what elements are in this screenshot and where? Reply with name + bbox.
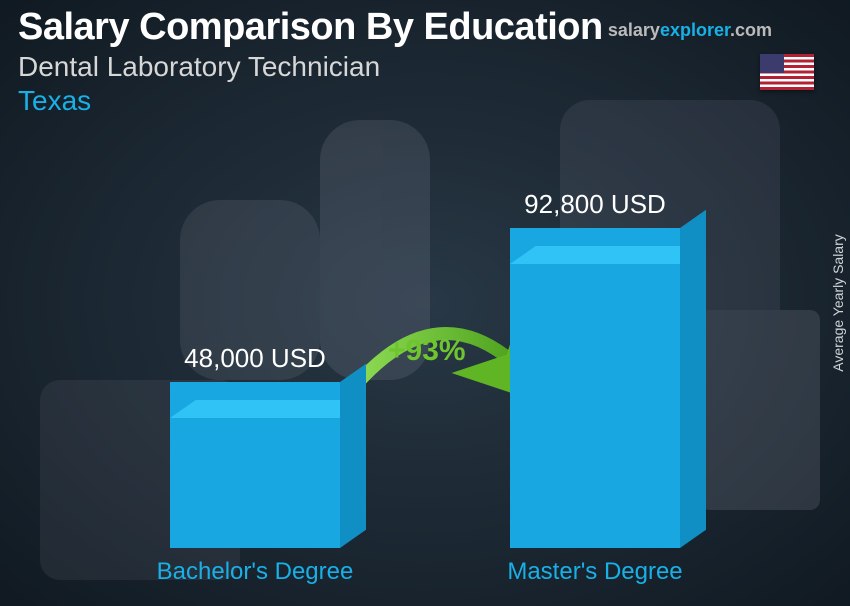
bar-3d: [510, 228, 680, 548]
percent-increase-label: +93%: [388, 334, 466, 368]
chart-area: +93% 48,000 USD Bachelor's Degree 92,800 U…: [0, 176, 850, 606]
bar-category-label: Bachelor's Degree: [150, 558, 360, 586]
job-title: Dental Laboratory Technician: [18, 51, 832, 83]
bar-side-face: [680, 210, 706, 548]
brand-part1: salary: [608, 20, 660, 40]
bar-front-face: [510, 228, 680, 548]
bar-side-face: [340, 364, 366, 548]
bar-group-1: 92,800 USD Master's Degree: [490, 189, 700, 586]
bar-top-face: [510, 246, 706, 264]
brand-part3: .com: [730, 20, 772, 40]
content-root: Salary Comparison By Education Dental La…: [0, 0, 850, 606]
bar-3d: [170, 382, 340, 548]
bar-group-0: 48,000 USD Bachelor's Degree: [150, 343, 360, 586]
bar-category-label: Master's Degree: [490, 558, 700, 586]
brand-part2: explorer: [660, 20, 730, 40]
bar-top-face: [170, 400, 366, 418]
brand-logo: salaryexplorer.com: [608, 20, 772, 41]
location: Texas: [18, 85, 832, 117]
bar-value-label: 92,800 USD: [490, 189, 700, 220]
country-flag-icon: [760, 54, 814, 90]
bar-value-label: 48,000 USD: [150, 343, 360, 374]
header: Salary Comparison By Education Dental La…: [18, 6, 832, 117]
